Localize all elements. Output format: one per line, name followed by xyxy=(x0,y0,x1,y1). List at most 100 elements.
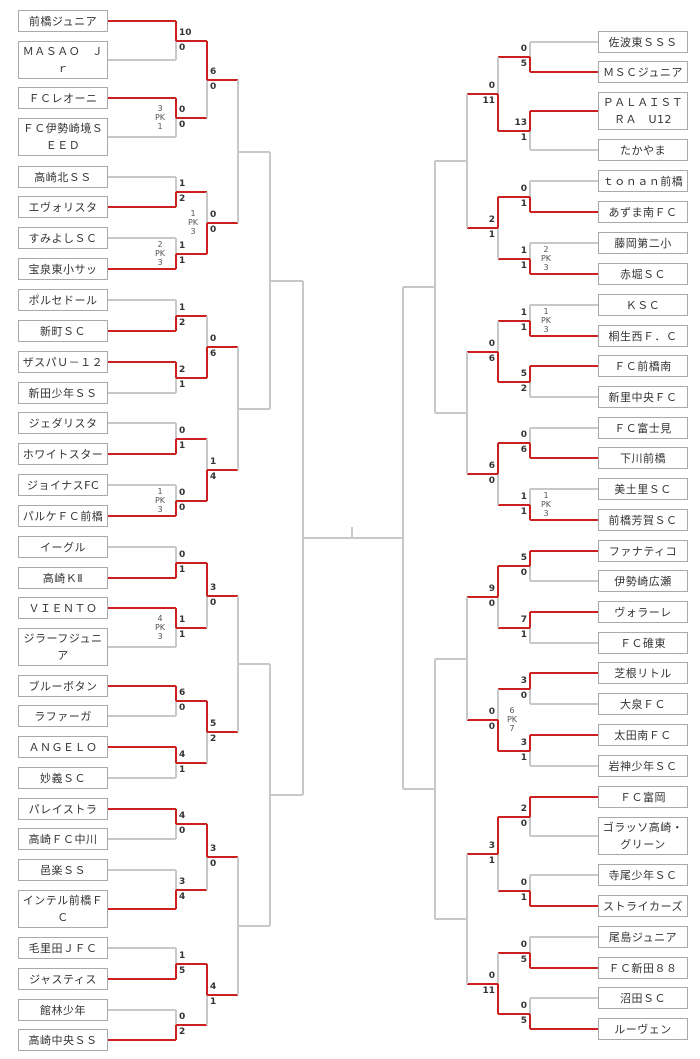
score-label: 0 xyxy=(179,105,186,115)
score-label: 1 xyxy=(520,630,527,640)
score-label: 1 xyxy=(210,457,217,467)
team-box: 宝泉東小サッ xyxy=(18,258,108,280)
team-box: 妙義ＳＣ xyxy=(18,767,108,789)
score-label: 0 xyxy=(520,184,527,194)
team-box: ＶＩＥＮＴＯ xyxy=(18,597,108,619)
pk-result: 4 PK 3 xyxy=(151,614,169,641)
score-label: 5 xyxy=(520,1016,527,1026)
score-label: 0 xyxy=(210,859,217,869)
team-box: たかやま xyxy=(598,139,688,161)
score-label: 3 xyxy=(520,676,527,686)
team-box: 新里中央ＦＣ xyxy=(598,386,688,408)
score-label: 0 xyxy=(488,722,495,732)
team-box: 太田南ＦＣ xyxy=(598,724,688,746)
team-box: パルケＦＣ前橋 xyxy=(18,505,108,527)
pk-score-top: 1 xyxy=(190,209,196,218)
pk-score-top: 1 xyxy=(543,307,549,316)
team-box: 邑楽ＳＳ xyxy=(18,859,108,881)
pk-result: 1 PK 3 xyxy=(184,209,202,236)
team-box: 沼田ＳＣ xyxy=(598,987,688,1009)
team-box: ザスパＵ－１２ xyxy=(18,351,108,373)
team-box: 伊勢崎広瀬 xyxy=(598,570,688,592)
team-box: あずま南ＦＣ xyxy=(598,201,688,223)
score-label: 3 xyxy=(488,841,495,851)
score-label: 1 xyxy=(179,765,186,775)
score-label: 0 xyxy=(179,426,186,436)
pk-result: 3 PK 1 xyxy=(151,104,169,131)
pk-label: PK xyxy=(154,623,166,632)
score-label: 0 xyxy=(520,691,527,701)
team-box: ルーヴェン xyxy=(598,1018,688,1040)
score-label: 0 xyxy=(179,120,186,130)
score-label: 1 xyxy=(179,256,186,266)
score-label: 9 xyxy=(488,584,495,594)
score-label: 0 xyxy=(488,707,495,717)
team-box: 岩神少年ＳＣ xyxy=(598,755,688,777)
score-label: 1 xyxy=(520,753,527,763)
score-label: 10 xyxy=(179,28,192,38)
score-label: 1 xyxy=(179,303,186,313)
team-box: 尾島ジュニア xyxy=(598,926,688,948)
pk-score-top: 2 xyxy=(543,245,549,254)
score-label: 13 xyxy=(514,118,527,128)
score-label: 7 xyxy=(520,615,527,625)
team-box: 高崎ＦＣ中川 xyxy=(18,828,108,850)
score-label: 1 xyxy=(179,615,186,625)
score-label: 0 xyxy=(520,819,527,829)
score-label: 0 xyxy=(179,826,186,836)
score-label: 0 xyxy=(210,598,217,608)
score-label: 0 xyxy=(488,599,495,609)
team-box: 大泉ＦＣ xyxy=(598,693,688,715)
score-label: 5 xyxy=(520,955,527,965)
score-label: 0 xyxy=(210,225,217,235)
score-label: 0 xyxy=(488,971,495,981)
team-box: ジェダリスタ xyxy=(18,412,108,434)
score-label: 5 xyxy=(520,59,527,69)
pk-result: 2 PK 3 xyxy=(151,240,169,267)
score-label: 0 xyxy=(179,503,186,513)
score-label: 0 xyxy=(520,44,527,54)
score-label: 6 xyxy=(520,445,527,455)
pk-result: 1 PK 3 xyxy=(151,487,169,514)
score-label: 0 xyxy=(210,334,217,344)
team-box: ＦＣ碓東 xyxy=(598,632,688,654)
score-label: 4 xyxy=(179,892,186,902)
score-label: 1 xyxy=(488,856,495,866)
score-label: 0 xyxy=(520,568,527,578)
score-label: 0 xyxy=(520,1001,527,1011)
pk-score-top: 1 xyxy=(157,487,163,496)
score-label: 0 xyxy=(488,339,495,349)
score-label: 1 xyxy=(179,630,186,640)
pk-score-bottom: 3 xyxy=(157,505,163,514)
score-label: 0 xyxy=(179,488,186,498)
score-label: 6 xyxy=(210,67,217,77)
team-box: ジャスティス xyxy=(18,968,108,990)
score-label: 2 xyxy=(520,804,527,814)
team-box: 佐波東ＳＳＳ xyxy=(598,31,688,53)
score-label: 4 xyxy=(179,811,186,821)
score-label: 2 xyxy=(210,734,217,744)
score-label: 0 xyxy=(520,878,527,888)
score-label: 0 xyxy=(488,81,495,91)
score-label: 1 xyxy=(179,380,186,390)
team-box: ＦＣレオーニ xyxy=(18,87,108,109)
team-box: 桐生西Ｆ．Ｃ xyxy=(598,325,688,347)
score-label: 3 xyxy=(210,844,217,854)
team-box: 新田少年ＳＳ xyxy=(18,382,108,404)
pk-result: 1 PK 3 xyxy=(537,491,555,518)
pk-label: PK xyxy=(540,500,552,509)
score-label: 1 xyxy=(179,951,186,961)
score-label: 11 xyxy=(482,986,495,996)
team-box: ポルセドール xyxy=(18,289,108,311)
score-label: 1 xyxy=(520,199,527,209)
team-box: エヴォリスタ xyxy=(18,196,108,218)
team-box: ジョイナスFC xyxy=(18,474,108,496)
team-box: ＦＣ前橋南 xyxy=(598,355,688,377)
team-box: ホワイトスター xyxy=(18,443,108,465)
pk-result: 6 PK 7 xyxy=(503,706,521,733)
team-box: 前橋芳賀ＳＣ xyxy=(598,509,688,531)
score-label: 5 xyxy=(210,719,217,729)
score-label: 4 xyxy=(210,472,217,482)
score-label: 0 xyxy=(179,43,186,53)
score-label: 3 xyxy=(179,877,186,887)
